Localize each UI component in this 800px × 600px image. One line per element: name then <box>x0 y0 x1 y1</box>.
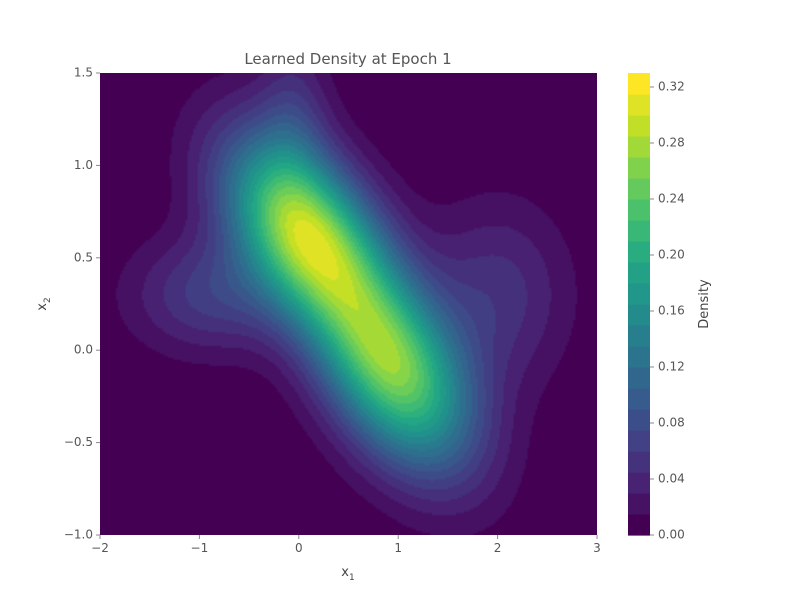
density-field <box>100 73 597 535</box>
x-axis-label: x1 <box>341 565 354 583</box>
y-tick-label: 1.5 <box>74 66 93 80</box>
colorbar-band <box>628 241 650 263</box>
colorbar-tick-label: 0.04 <box>658 472 685 486</box>
x-axis-label-base: x <box>341 565 349 580</box>
y-tick-label: 1.0 <box>74 158 93 172</box>
colorbar-band <box>628 199 650 221</box>
colorbar-bands <box>628 73 650 536</box>
colorbar-band <box>628 283 650 305</box>
y-tick-label: 0.5 <box>74 250 93 264</box>
y-tick-label: 0.0 <box>74 343 93 357</box>
colorbar-band <box>628 346 650 368</box>
colorbar-band <box>628 430 650 452</box>
x-axis-ticks: −2 −1 0 1 2 3 <box>91 535 601 555</box>
colorbar-band <box>628 136 650 158</box>
chart-title: Learned Density at Epoch 1 <box>244 50 451 68</box>
x-tick-label: 3 <box>593 541 601 555</box>
x-tick-label: −1 <box>191 541 209 555</box>
x-tick-label: 2 <box>494 541 502 555</box>
colorbar-tick-label: 0.28 <box>658 136 685 150</box>
colorbar-band <box>628 94 650 116</box>
y-axis-label-base: x <box>35 303 50 311</box>
y-axis-ticks: −1.0 −0.5 0.0 0.5 1.0 1.5 <box>64 66 100 542</box>
colorbar-band <box>628 367 650 389</box>
colorbar-tick-label: 0.20 <box>658 248 685 262</box>
y-axis-label-sub: 2 <box>43 297 53 303</box>
colorbar-label: Density <box>697 279 712 329</box>
colorbar-tick-label: 0.32 <box>658 80 685 94</box>
colorbar-tick-label: 0.08 <box>658 416 685 430</box>
x-axis-label-sub: 1 <box>349 573 355 583</box>
x-tick-label: 0 <box>295 541 303 555</box>
x-tick-label: 1 <box>394 541 402 555</box>
colorbar-band <box>628 472 650 494</box>
x-tick-label: −2 <box>91 541 109 555</box>
y-tick-label: −1.0 <box>64 528 93 542</box>
y-axis-label: x2 <box>35 297 53 310</box>
y-tick-label: −0.5 <box>64 435 93 449</box>
colorbar-tick-label: 0.12 <box>658 360 685 374</box>
colorbar-tick-label: 0.00 <box>658 528 685 542</box>
colorbar-band <box>628 157 650 179</box>
colorbar-band <box>628 493 650 515</box>
plot-area <box>100 73 597 535</box>
colorbar-band <box>628 514 650 536</box>
colorbar-band <box>628 178 650 200</box>
colorbar-band <box>628 262 650 284</box>
colorbar-band <box>628 388 650 410</box>
colorbar-band <box>628 409 650 431</box>
colorbar-ticks: 0.00 0.04 0.08 0.12 0.16 0.20 0.24 0.28 0.32 <box>650 80 685 542</box>
colorbar-tick-label: 0.24 <box>658 192 685 206</box>
colorbar-band <box>628 73 650 95</box>
colorbar-band <box>628 220 650 242</box>
colorbar: 0.00 0.04 0.08 0.12 0.16 0.20 0.24 0.28 0.32 Den… <box>628 73 712 542</box>
colorbar-band <box>628 451 650 473</box>
colorbar-band <box>628 115 650 137</box>
colorbar-band <box>628 304 650 326</box>
colorbar-band <box>628 325 650 347</box>
colorbar-tick-label: 0.16 <box>658 304 685 318</box>
